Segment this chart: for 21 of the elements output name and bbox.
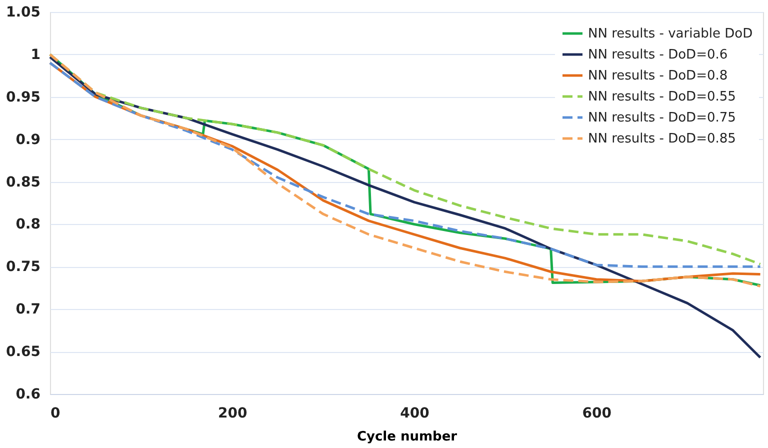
legend-label: NN results - DoD=0.85 <box>588 132 736 146</box>
x-tick-label: 0 <box>50 406 60 422</box>
y-tick-label: 0.9 <box>16 132 40 148</box>
y-tick-label: 0.7 <box>16 302 40 318</box>
x-axis-title: Cycle number <box>356 430 458 444</box>
legend-label: NN results - variable DoD <box>588 26 753 42</box>
legend-label: NN results - DoD=0.6 <box>588 48 728 62</box>
y-tick-label: 1.05 <box>6 4 40 20</box>
legend-label: NN results - DoD=0.75 <box>588 110 736 126</box>
y-tick-label: 0.95 <box>6 89 40 106</box>
y-tick-label: 0.6 <box>16 386 40 402</box>
y-tick-label: 0.75 <box>6 259 40 276</box>
x-tick-label: 600 <box>582 406 612 422</box>
x-tick-label: 200 <box>218 406 248 422</box>
y-tick-label: 0.65 <box>6 344 40 360</box>
y-tick-label: 0.8 <box>16 216 40 233</box>
legend-label: NN results - DoD=0.55 <box>588 90 736 104</box>
y-tick-label: 0.85 <box>6 174 40 190</box>
x-tick-label: 400 <box>400 406 430 422</box>
y-tick-label: 1 <box>30 46 40 63</box>
legend-label: NN results - DoD=0.8 <box>588 68 728 84</box>
